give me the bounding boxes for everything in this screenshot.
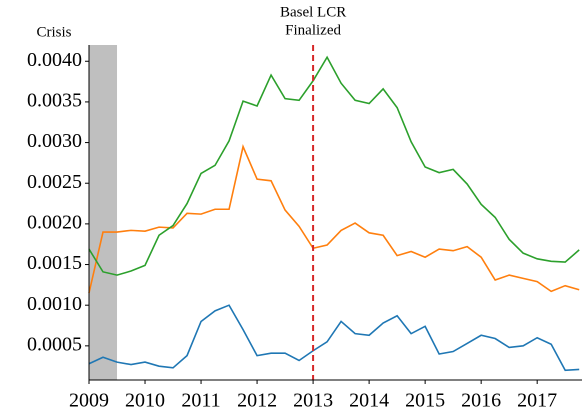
y-tick-label: 0.0005 xyxy=(27,333,82,355)
x-tick-label: 2011 xyxy=(181,390,220,412)
series-line xyxy=(88,304,580,372)
crisis-shade xyxy=(89,45,118,380)
x-tick-label: 2010 xyxy=(125,390,165,412)
x-tick-label: 2016 xyxy=(461,390,501,412)
y-tick-label: 0.0015 xyxy=(27,252,82,274)
y-tick-label: 0.0040 xyxy=(27,49,82,71)
x-tick-label: 2017 xyxy=(517,390,557,412)
y-tick-label: 0.0035 xyxy=(27,90,82,112)
x-tick-label: 2012 xyxy=(237,390,277,412)
y-tick-label: 0.0030 xyxy=(27,130,82,152)
y-tick-label: 0.0020 xyxy=(27,211,82,233)
crisis-label: Crisis xyxy=(36,24,71,40)
x-tick-label: 2015 xyxy=(405,390,445,412)
y-tick-label: 0.0025 xyxy=(27,171,82,193)
event-label: Basel LCR xyxy=(280,4,346,20)
y-tick-label: 0.0010 xyxy=(27,293,82,315)
x-tick-label: 2009 xyxy=(69,390,109,412)
series-line xyxy=(88,144,580,294)
event-label: Finalized xyxy=(285,22,341,38)
x-tick-label: 2014 xyxy=(349,390,389,412)
x-tick-label: 2013 xyxy=(293,390,333,412)
series-line xyxy=(88,55,580,276)
